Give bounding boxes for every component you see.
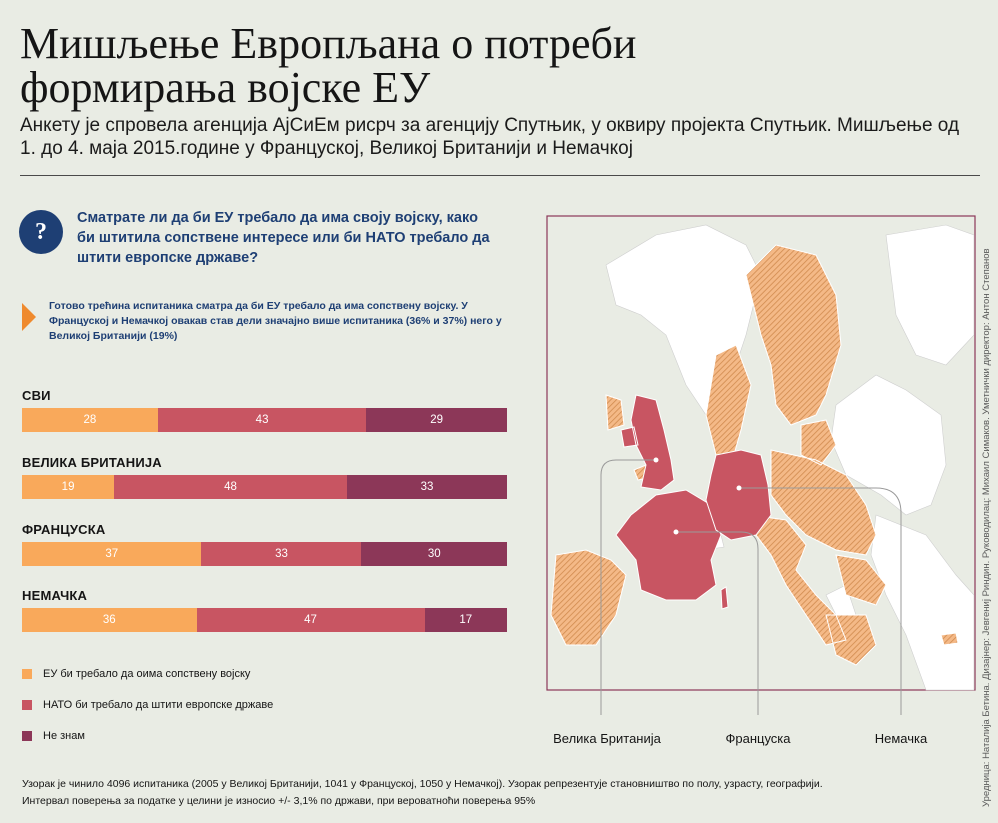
bar-segment: 30 — [361, 542, 507, 566]
marker-germany — [736, 485, 742, 491]
footnote: Узорак је чинило 4096 испитаника (2005 у… — [22, 776, 882, 810]
legend-item: НАТО би требало да штити европске државе — [22, 699, 273, 711]
leader-line-uk — [600, 459, 656, 735]
bar-segment: 43 — [157, 408, 367, 432]
europe-map-svg — [546, 215, 976, 735]
leader-line-france — [676, 531, 759, 735]
legend-label: НАТО би требало да штити европске државе — [43, 699, 274, 711]
bar-segment: 19 — [22, 475, 115, 499]
legend-item: ЕУ би требало да оима сопствену војску — [22, 668, 250, 680]
title-line-2: формирања војске ЕУ — [20, 63, 431, 112]
map-germany — [705, 449, 772, 541]
legend-label: ЕУ би требало да оима сопствену војску — [43, 668, 251, 680]
bar-row: 19 48 33 — [22, 475, 507, 499]
findings-note: Готово трећина испитаника сматра да би Е… — [49, 300, 502, 342]
bar-segment: 17 — [424, 608, 507, 632]
category-label: ВЕЛИКА БРИТАНИЈА — [22, 455, 162, 470]
page-title: Мишљење Европљана о потреби формирања во… — [20, 22, 780, 110]
marker-france — [673, 529, 679, 535]
map-label-germany: Немачка — [874, 731, 928, 746]
bar-segment: 28 — [22, 408, 158, 432]
category-label: СВИ — [22, 388, 51, 403]
credits: Уредница: Наталија Бетина. Дизајнер: Јев… — [981, 248, 992, 807]
bar-segment: 33 — [346, 475, 507, 499]
bar-segment: 48 — [114, 475, 347, 499]
bar-row: 37 33 30 — [22, 542, 507, 566]
legend-swatch — [22, 731, 32, 741]
map-label-uk: Велика Британија — [553, 731, 661, 746]
leader-line-germany — [739, 487, 902, 735]
bar-segment: 47 — [196, 608, 425, 632]
arrow-icon — [22, 303, 36, 331]
footnote-line-1: Узорак је чинило 4096 испитаника (2005 у… — [22, 778, 823, 790]
legend-label: Не знам — [43, 730, 85, 742]
question-icon: ? — [19, 210, 63, 254]
bar-segment: 36 — [22, 608, 197, 632]
bar-row: 28 43 29 — [22, 408, 507, 432]
title-line-1: Мишљење Европљана о потреби — [20, 19, 637, 68]
bar-segment: 29 — [366, 408, 507, 432]
europe-map — [546, 215, 976, 735]
map-label-france: Француска — [725, 731, 791, 746]
legend-swatch — [22, 700, 32, 710]
category-label: НЕМАЧКА — [22, 588, 88, 603]
legend-swatch — [22, 669, 32, 679]
bar-row: 36 47 17 — [22, 608, 507, 632]
header-divider — [20, 175, 980, 176]
map-france — [615, 489, 729, 610]
bar-segment: 33 — [201, 542, 362, 566]
footnote-line-2: Интервал поверења за податке у целини је… — [22, 795, 536, 807]
marker-uk — [653, 457, 659, 463]
page-subtitle: Анкету је спровела агенција АјСиЕм рисрч… — [20, 115, 960, 159]
map-uk — [620, 394, 675, 491]
survey-question: Сматрате ли да би ЕУ требало да има свој… — [77, 210, 490, 266]
category-label: ФРАНЦУСКА — [22, 522, 106, 537]
legend-item: Не знам — [22, 730, 85, 742]
bar-segment: 37 — [22, 542, 202, 566]
